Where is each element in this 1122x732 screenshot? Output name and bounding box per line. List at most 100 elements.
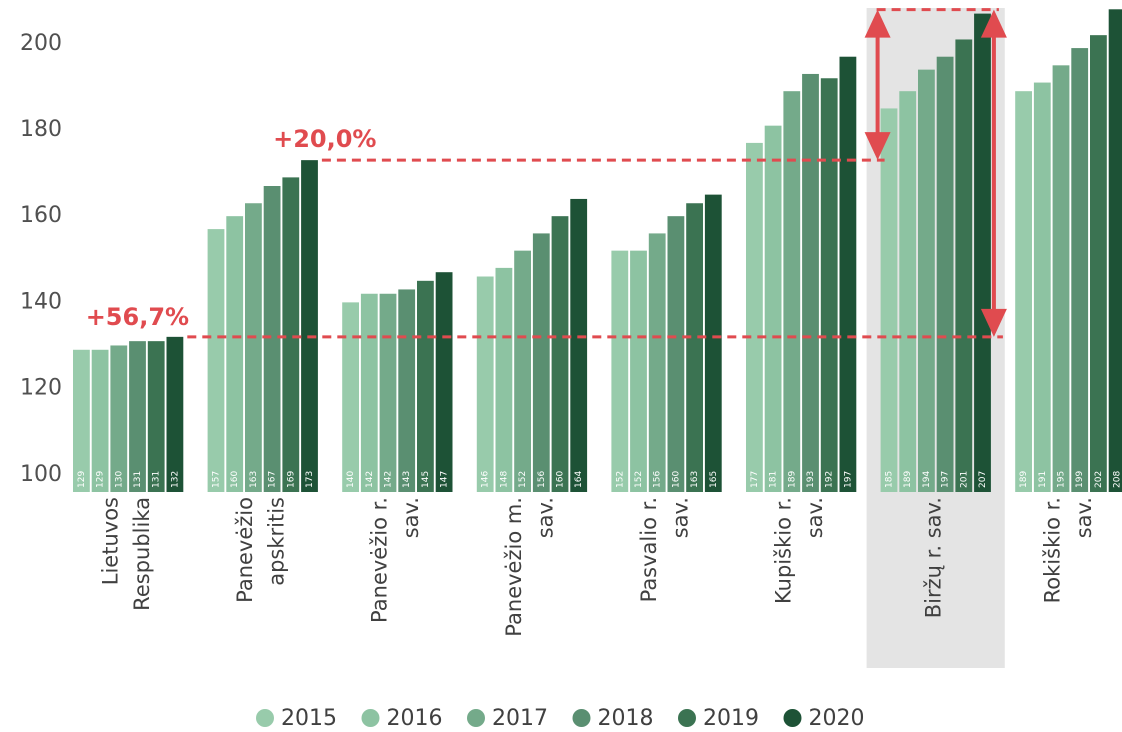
annotation: +56,7% xyxy=(86,303,189,331)
y-tick-label: 180 xyxy=(20,117,62,142)
bar xyxy=(226,216,244,492)
bar xyxy=(1015,91,1032,492)
bar xyxy=(147,341,165,492)
value-label: 208 xyxy=(1113,471,1122,488)
bar xyxy=(630,250,647,492)
legend-label: 2016 xyxy=(387,706,443,731)
arrow-head xyxy=(980,9,1007,38)
bar xyxy=(417,280,434,492)
bar xyxy=(820,78,838,492)
value-label: 169 xyxy=(286,471,296,488)
value-label: 189 xyxy=(787,471,797,488)
bar xyxy=(974,13,991,492)
legend-label: 2020 xyxy=(809,706,865,731)
bar xyxy=(746,142,763,492)
category-label: Panevėžio apskritis xyxy=(233,497,289,603)
bar xyxy=(301,160,318,493)
value-label: 191 xyxy=(1038,471,1048,488)
value-label: 129 xyxy=(77,471,87,488)
value-label: 163 xyxy=(249,471,259,488)
value-label: 173 xyxy=(305,471,315,488)
value-label: 160 xyxy=(230,471,240,488)
bar xyxy=(704,194,722,492)
legend-label: 2017 xyxy=(492,706,548,731)
bar xyxy=(570,198,588,493)
value-label: 157 xyxy=(212,471,222,488)
value-label: 164 xyxy=(574,471,584,488)
legend-marker xyxy=(256,709,274,727)
legend-marker xyxy=(572,709,591,727)
bar xyxy=(263,186,281,492)
bar xyxy=(839,56,857,492)
value-label: 156 xyxy=(653,471,663,488)
bar xyxy=(360,293,378,492)
legend-marker xyxy=(467,709,485,727)
bar xyxy=(166,336,184,492)
y-tick-label: 120 xyxy=(20,376,62,401)
value-label: 131 xyxy=(152,471,162,488)
value-label: 189 xyxy=(903,471,913,488)
value-label: 146 xyxy=(481,471,491,488)
value-label: 129 xyxy=(96,471,106,488)
category-label: Pasvalio r. sav. xyxy=(637,497,693,602)
bar xyxy=(1052,65,1070,493)
arrow-head xyxy=(980,308,1007,337)
bar xyxy=(532,233,550,493)
value-label: 194 xyxy=(922,471,932,488)
y-tick-label: 140 xyxy=(20,289,62,314)
bar xyxy=(435,272,453,492)
bar xyxy=(802,73,819,492)
bar xyxy=(648,233,666,493)
value-label: 132 xyxy=(170,471,180,488)
bar xyxy=(129,341,146,492)
bar xyxy=(936,56,954,492)
value-label: 197 xyxy=(941,471,951,488)
value-label: 131 xyxy=(133,471,143,488)
y-tick-label: 160 xyxy=(20,203,62,228)
bar xyxy=(110,345,128,492)
value-label: 156 xyxy=(537,471,547,488)
value-label: 148 xyxy=(499,471,509,488)
value-label: 192 xyxy=(825,471,835,488)
y-tick-label: 200 xyxy=(20,31,62,56)
legend-label: 2019 xyxy=(703,706,759,731)
value-label: 193 xyxy=(806,471,816,488)
category-label: Panevėžio r. sav. xyxy=(368,497,424,623)
value-label: 160 xyxy=(671,471,681,488)
value-label: 143 xyxy=(402,471,412,488)
value-label: 167 xyxy=(268,471,278,488)
value-label: 140 xyxy=(346,471,356,488)
value-label: 165 xyxy=(709,471,719,488)
bar xyxy=(1033,82,1051,493)
value-label: 207 xyxy=(978,471,988,488)
value-label: 189 xyxy=(1019,471,1029,488)
bar xyxy=(282,177,300,492)
bar xyxy=(514,250,531,492)
value-label: 163 xyxy=(690,471,700,488)
bar xyxy=(1071,48,1089,493)
category-label: Panevėžio m. sav. xyxy=(502,497,558,637)
legend-marker xyxy=(361,709,380,727)
value-label: 152 xyxy=(518,471,528,488)
legend-label: 2018 xyxy=(598,706,654,731)
bar xyxy=(398,289,416,492)
bar xyxy=(207,229,225,492)
bar xyxy=(245,203,262,493)
value-label: 195 xyxy=(1057,471,1067,488)
bar xyxy=(955,39,973,492)
value-label: 130 xyxy=(114,471,124,488)
bar xyxy=(342,302,359,492)
bar xyxy=(1108,9,1122,493)
annotation: +20,0% xyxy=(273,125,376,153)
value-label: 197 xyxy=(843,471,853,488)
category-label: Lietuvos Respublika xyxy=(98,497,154,611)
value-label: 147 xyxy=(440,471,450,488)
bar xyxy=(495,267,513,492)
category-label: Kupiškio r. sav. xyxy=(771,497,827,604)
legend-marker xyxy=(783,709,802,727)
value-label: 181 xyxy=(769,471,779,488)
bar xyxy=(667,216,685,492)
value-label: 145 xyxy=(421,471,431,488)
bar xyxy=(73,349,90,492)
bar xyxy=(783,91,801,492)
